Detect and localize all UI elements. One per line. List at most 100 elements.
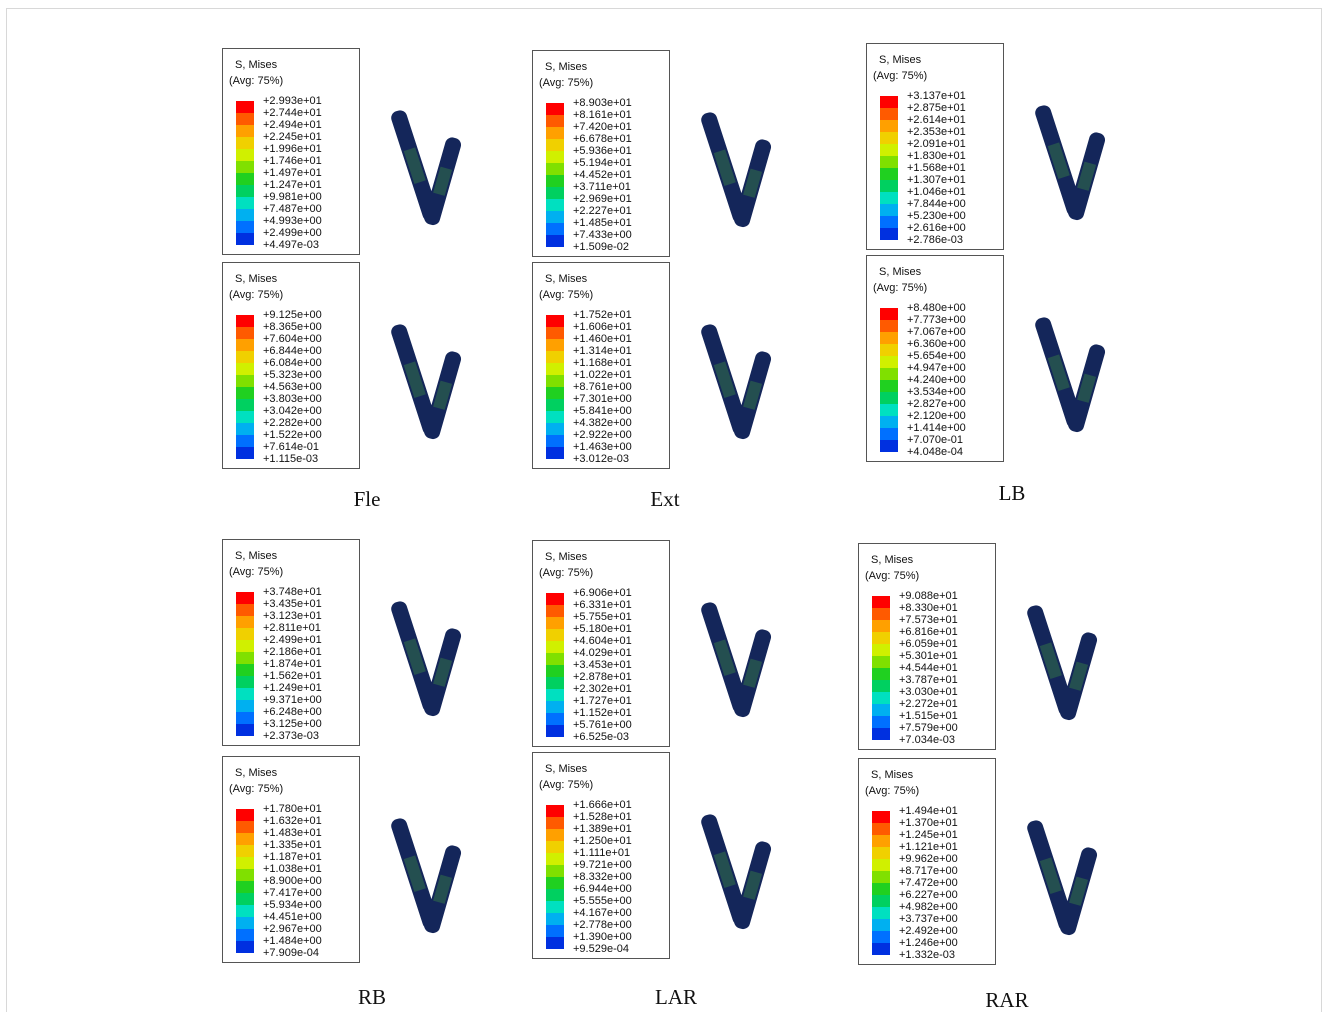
- color-band: [546, 641, 564, 653]
- legend-label: +3.803e+00: [263, 393, 322, 405]
- legend-label: +5.194e+01: [573, 157, 632, 169]
- legend-label: +1.245e+01: [899, 829, 958, 841]
- legend-label: +1.483e+01: [263, 827, 322, 839]
- color-band: [236, 233, 254, 245]
- color-band: [880, 356, 898, 368]
- legend-label: +1.152e+01: [573, 707, 632, 719]
- legend-label: +2.811e+01: [263, 622, 321, 634]
- color-band: [236, 363, 254, 375]
- color-band: [236, 435, 254, 447]
- legend-label: +2.922e+00: [573, 429, 632, 441]
- color-band: [236, 399, 254, 411]
- color-band: [236, 209, 254, 221]
- color-band: [546, 127, 564, 139]
- legend-label: +8.900e+00: [263, 875, 322, 887]
- color-band: [236, 101, 254, 113]
- legend-label: +3.123e+01: [263, 610, 322, 622]
- legend-label: +4.604e+01: [573, 635, 632, 647]
- color-band: [546, 375, 564, 387]
- legend-label: +6.059e+01: [899, 638, 958, 650]
- legend-title: S, Mises: [235, 273, 277, 285]
- color-band: [880, 380, 898, 392]
- legend-label: +1.111e+01: [573, 847, 630, 859]
- color-band: [236, 137, 254, 149]
- figure: S, Mises (Avg: 75%) +2.993e+01+2.744e+01 +2…: [0, 0, 1328, 1012]
- legend-avg: (Avg: 75%): [539, 289, 593, 301]
- color-band: [872, 644, 890, 656]
- color-band: [546, 411, 564, 423]
- color-band: [236, 893, 254, 905]
- legend-label: +1.121e+01: [899, 841, 958, 853]
- screw-model: [687, 807, 797, 947]
- legend-label: +1.727e+01: [573, 695, 632, 707]
- color-band: [546, 151, 564, 163]
- color-band: [236, 327, 254, 339]
- legend-label: +8.903e+01: [573, 97, 632, 109]
- legend-label: +7.909e-04: [263, 947, 319, 959]
- legend-label: +1.022e+01: [573, 369, 632, 381]
- legend-title: S, Mises: [235, 550, 277, 562]
- legend-label: +1.484e+00: [263, 935, 322, 947]
- legend-label: +1.038e+01: [263, 863, 322, 875]
- screw-model: [687, 317, 797, 457]
- screw-model: [377, 811, 487, 951]
- color-band: [236, 917, 254, 929]
- color-band: [872, 931, 890, 943]
- color-band: [236, 447, 254, 459]
- legend-label: +3.787e+01: [899, 674, 958, 686]
- screw: [1059, 846, 1099, 937]
- color-band: [546, 913, 564, 925]
- legend-label: +4.993e+00: [263, 215, 322, 227]
- legend-label: +2.969e+01: [573, 193, 632, 205]
- legend-title: S, Mises: [235, 59, 277, 71]
- legend-label: +1.485e+01: [573, 217, 632, 229]
- color-band: [236, 339, 254, 351]
- color-band: [872, 608, 890, 620]
- legend-title: S, Mises: [545, 551, 587, 563]
- legend-label: +2.993e+01: [263, 95, 322, 107]
- legend-label: +8.161e+01: [573, 109, 632, 121]
- color-band: [546, 363, 564, 375]
- color-band: [236, 833, 254, 845]
- legend-label: +1.515e+01: [899, 710, 958, 722]
- legend-label: +2.744e+01: [263, 107, 322, 119]
- legend-avg: (Avg: 75%): [873, 70, 927, 82]
- color-band: [872, 943, 890, 955]
- legend-title: S, Mises: [871, 554, 913, 566]
- legend-label: +7.487e+00: [263, 203, 322, 215]
- color-band: [546, 817, 564, 829]
- color-band: [546, 713, 564, 725]
- color-band: [236, 941, 254, 953]
- screw-model: [1013, 813, 1123, 953]
- legend-avg: (Avg: 75%): [229, 566, 283, 578]
- color-band: [872, 907, 890, 919]
- legend-label: +6.906e+01: [573, 587, 632, 599]
- color-band: [546, 187, 564, 199]
- color-band: [236, 113, 254, 125]
- color-band: [872, 668, 890, 680]
- color-band: [546, 103, 564, 115]
- screw: [733, 350, 773, 441]
- legend-label: +1.996e+01: [263, 143, 322, 155]
- screw-model: [377, 594, 487, 734]
- color-band: [546, 841, 564, 853]
- caption: Fle: [354, 487, 381, 512]
- legend-panel: S, Mises(Avg: 75%)+3.137e+01+2.875e+01+2…: [866, 43, 1004, 250]
- legend-label: +2.875e+01: [907, 102, 966, 114]
- legend-label: +6.360e+00: [907, 338, 966, 350]
- legend-label: +1.562e+01: [263, 670, 322, 682]
- color-band: [236, 821, 254, 833]
- legend-label: +3.711e+01: [573, 181, 631, 193]
- legend-label: +2.616e+00: [907, 222, 966, 234]
- legend-label: +8.365e+00: [263, 321, 322, 333]
- legend-label: +4.947e+00: [907, 362, 966, 374]
- color-band: [546, 689, 564, 701]
- legend-avg: (Avg: 75%): [865, 785, 919, 797]
- color-band: [880, 344, 898, 356]
- legend-panel: S, Mises(Avg: 75%)+9.125e+00+8.365e+00+7…: [222, 262, 360, 469]
- legend-label: +7.420e+01: [573, 121, 632, 133]
- color-band: [236, 905, 254, 917]
- caption: LB: [999, 481, 1026, 506]
- legend-label: +1.370e+01: [899, 817, 958, 829]
- legend-label: +1.874e+01: [263, 658, 322, 670]
